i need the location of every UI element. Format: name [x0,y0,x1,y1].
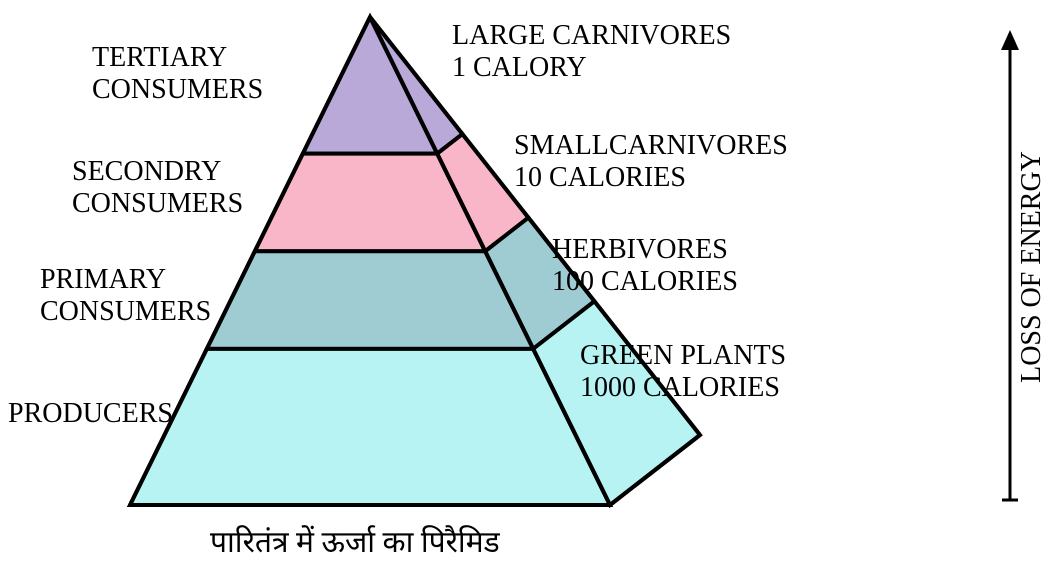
energy-pyramid-diagram: TERTIARY CONSUMERS SECONDRY CONSUMERS PR… [0,0,1053,578]
energy-arrow-icon [0,0,1053,578]
energy-arrow-label: LOSS OF ENERGY [1016,151,1048,383]
